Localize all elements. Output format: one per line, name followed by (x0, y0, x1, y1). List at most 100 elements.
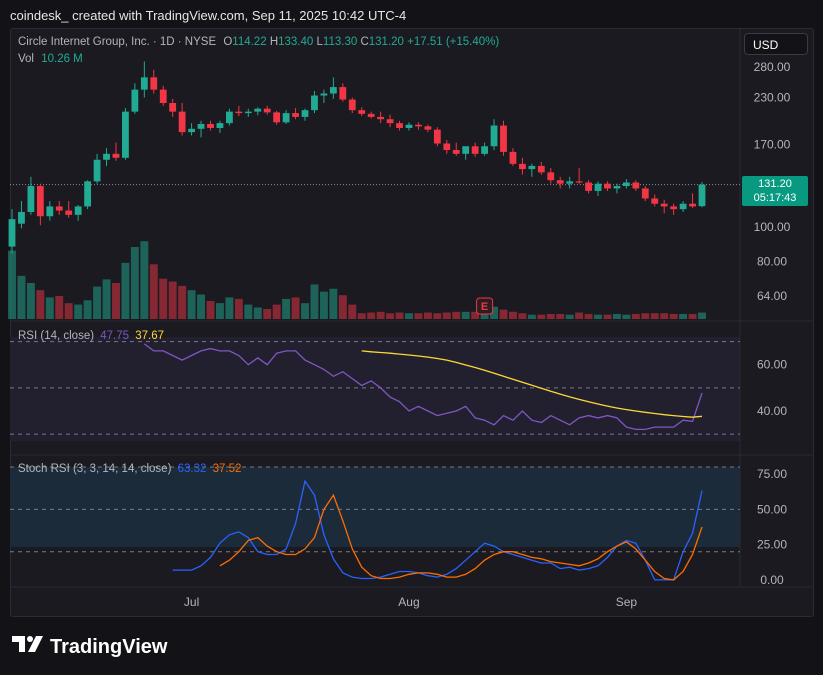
volume-bar (594, 314, 602, 319)
x-tick-label: Jul (184, 595, 199, 609)
candle-body (622, 182, 630, 187)
main-y-tick-label: 170.00 (754, 137, 791, 151)
main-y-tick-label: 64.00 (757, 289, 787, 303)
candle-body (320, 93, 328, 96)
candle-body (490, 125, 498, 147)
candle-body (462, 146, 470, 154)
volume-bar (546, 313, 555, 319)
volume-bar (386, 313, 395, 319)
candle-body (150, 77, 158, 90)
close-value: 131.20 (368, 36, 404, 48)
close-label: C (360, 36, 369, 48)
volume-bars (8, 241, 706, 319)
candle-body (377, 116, 385, 120)
volume-bar (26, 283, 35, 319)
currency-button[interactable]: USD (744, 33, 808, 55)
stoch-y-tick-label: 75.00 (757, 467, 787, 481)
volume-bar (310, 284, 319, 319)
rsi-line (143, 343, 703, 431)
volume-bar (168, 281, 177, 319)
candle-body (575, 181, 583, 183)
volume-bar (319, 291, 328, 319)
x-tick-label: Aug (398, 595, 419, 609)
candle-body (471, 146, 479, 154)
volume-bar (282, 298, 291, 319)
tradingview-logo-icon (12, 634, 44, 660)
stoch-k-value: 63.32 (177, 463, 207, 475)
change-value: +17.51 (+15.40%) (407, 36, 500, 48)
stoch-d-value: 37.52 (212, 463, 242, 475)
candle-body (46, 206, 54, 217)
volume-bar (584, 313, 593, 319)
candle-body (594, 183, 602, 191)
volume-bar (121, 262, 130, 319)
stoch-y-tick-label: 25.00 (757, 538, 787, 552)
candle-body (604, 183, 611, 189)
volume-bar (225, 297, 234, 319)
volume-bar (612, 313, 621, 319)
candle-body (122, 111, 129, 158)
stoch-legend: Stoch RSI (3, 3, 14, 14, close) 63.32 37… (18, 463, 241, 475)
candle-body (443, 143, 451, 150)
stoch-y-tick-label: 0.00 (760, 573, 784, 587)
volume-bar (93, 286, 102, 319)
volume-bar (45, 297, 54, 319)
tradingview-logo-text: TradingView (50, 635, 168, 658)
volume-bar (338, 295, 347, 319)
candle-body (301, 110, 309, 117)
volume-bar (565, 314, 574, 319)
volume-bar (508, 311, 517, 319)
candle-body (632, 182, 640, 189)
volume-bar (367, 312, 376, 319)
candle-body (348, 99, 356, 111)
axes: 64.00 80.00 100.00 170.00 230.00 280.00 E Jul Au… (184, 60, 791, 609)
candle-body (329, 87, 337, 94)
symbol-label[interactable]: Circle Internet Group, Inc. · 1D · NYSE (18, 36, 217, 48)
volume-bar (376, 311, 385, 319)
candle-body (225, 111, 233, 124)
candle-body (679, 203, 687, 210)
candle-body (273, 112, 281, 123)
volume-bar (140, 241, 149, 319)
volume-bar (414, 313, 423, 319)
rsi-y-tick-label: 60.00 (757, 358, 787, 372)
volume-bar (329, 288, 338, 319)
volume-bar (660, 313, 669, 319)
candle-body (207, 123, 214, 128)
candle-body (481, 146, 489, 154)
candle-body (292, 113, 299, 117)
candle-body (159, 89, 167, 104)
volume-bar (197, 294, 206, 319)
high-value: 133.40 (278, 36, 314, 48)
candle-body (433, 129, 441, 144)
volume-bar (395, 312, 404, 319)
stoch-rsi-pane (10, 466, 740, 581)
volume-bar (159, 278, 168, 319)
rsi-legend: RSI (14, close) 47.75 37.67 (18, 330, 164, 342)
candle-body (396, 123, 403, 128)
volume-bar (471, 311, 480, 319)
candle-body (84, 181, 92, 207)
volume-bar (8, 250, 16, 319)
candle-body (93, 159, 101, 182)
volume-bar (272, 304, 281, 319)
rsi-name[interactable]: RSI (14, close) (18, 330, 95, 342)
stoch-name[interactable]: Stoch RSI (3, 3, 14, 14, close) (18, 463, 172, 475)
volume-bar (518, 313, 527, 319)
tradingview-logo: TradingView (12, 634, 167, 660)
volume-bar (537, 314, 546, 319)
volume-legend: Vol 10.26 M (18, 53, 83, 65)
volume-bar (461, 311, 470, 319)
volume-bar (603, 314, 612, 319)
volume-value: 10.26 M (41, 53, 83, 65)
volume-bar (187, 290, 196, 319)
candle-body (282, 113, 290, 123)
stoch-band (10, 467, 740, 547)
candle-body (36, 186, 44, 217)
bar-countdown: 05:17:43 (753, 192, 797, 204)
high-label: H (269, 36, 279, 48)
low-value: 113.30 (322, 36, 358, 48)
rsi-value: 47.75 (100, 330, 130, 342)
volume-bar (490, 306, 499, 319)
